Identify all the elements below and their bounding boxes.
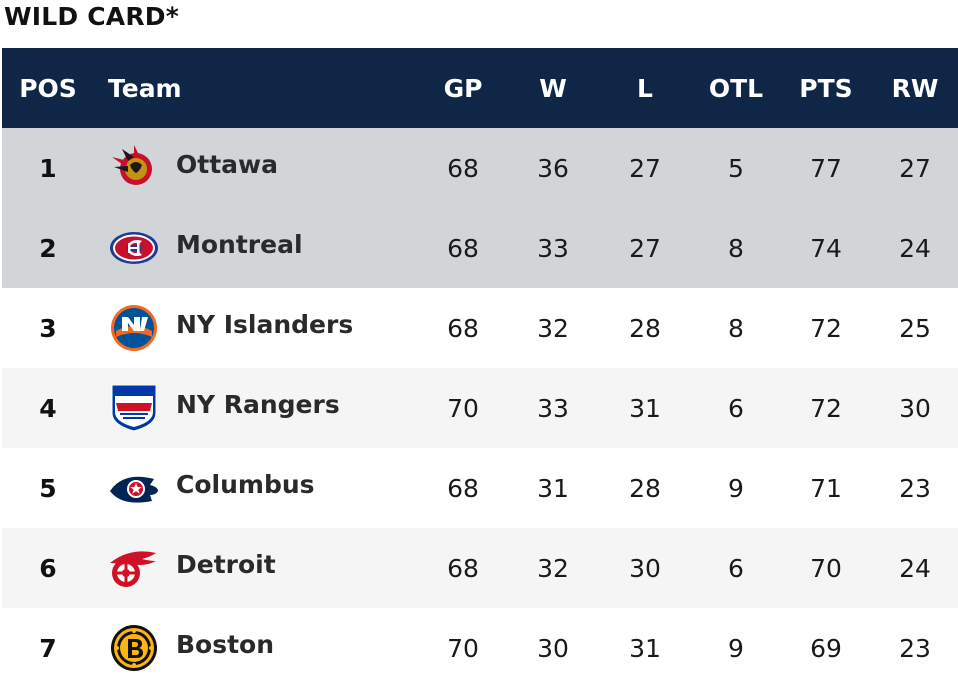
montreal-canadiens-logo-icon[interactable] (108, 221, 160, 273)
w-cell: 36 (537, 153, 569, 183)
position-cell: 6 (39, 553, 57, 583)
l-cell: 30 (629, 553, 661, 583)
otl-cell: 9 (728, 473, 744, 503)
rw-cell: 23 (899, 633, 931, 663)
w-cell: 33 (537, 233, 569, 263)
position-cell: 2 (39, 233, 57, 263)
rw-cell: 27 (899, 153, 931, 183)
column-header-rw[interactable]: RW (891, 73, 939, 103)
gp-cell: 68 (447, 473, 479, 503)
w-cell: 32 (537, 553, 569, 583)
w-cell: 31 (537, 473, 569, 503)
column-header-l[interactable]: L (637, 73, 653, 103)
gp-cell: 68 (447, 553, 479, 583)
team-cell: Ottawa (108, 128, 428, 208)
column-header-team[interactable]: Team (108, 73, 182, 103)
ottawa-senators-logo-icon[interactable] (108, 141, 160, 193)
position-cell: 4 (39, 393, 57, 423)
otl-cell: 9 (728, 633, 744, 663)
team-name-link[interactable]: NY Rangers (176, 389, 340, 419)
w-cell: 30 (537, 633, 569, 663)
column-header-gp[interactable]: GP (443, 73, 483, 103)
team-name-link[interactable]: Montreal (176, 229, 303, 259)
table-row: 6 Detroit 68 32 30 6 70 24 (2, 528, 958, 608)
w-cell: 32 (537, 313, 569, 343)
otl-cell: 5 (728, 153, 744, 183)
column-header-w[interactable]: W (539, 73, 567, 103)
ny-islanders-logo-icon[interactable] (108, 301, 160, 353)
table-row: 7 Boston (2, 608, 958, 688)
section-title: WILD CARD* (4, 2, 180, 31)
team-name-link[interactable]: Boston (176, 629, 275, 659)
l-cell: 28 (629, 473, 661, 503)
pts-cell: 72 (810, 313, 842, 343)
pts-cell: 74 (810, 233, 842, 263)
gp-cell: 68 (447, 153, 479, 183)
rw-cell: 23 (899, 473, 931, 503)
team-name-link[interactable]: Columbus (176, 469, 315, 499)
otl-cell: 6 (728, 553, 744, 583)
table-header: POS Team GP W L OTL PTS RW (2, 48, 958, 128)
pts-cell: 70 (810, 553, 842, 583)
otl-cell: 8 (728, 233, 744, 263)
otl-cell: 8 (728, 313, 744, 343)
table-row: 3 NY Islanders 68 32 28 8 72 25 (2, 288, 958, 368)
pts-cell: 71 (810, 473, 842, 503)
team-name-link[interactable]: NY Islanders (176, 309, 354, 339)
l-cell: 28 (629, 313, 661, 343)
column-header-pts[interactable]: PTS (799, 73, 853, 103)
ny-rangers-logo-icon[interactable] (108, 381, 160, 433)
pts-cell: 72 (810, 393, 842, 423)
rw-cell: 24 (899, 233, 931, 263)
position-cell: 7 (39, 633, 57, 663)
detroit-red-wings-logo-icon[interactable] (108, 541, 160, 593)
l-cell: 27 (629, 153, 661, 183)
gp-cell: 68 (447, 313, 479, 343)
gp-cell: 68 (447, 233, 479, 263)
rw-cell: 30 (899, 393, 931, 423)
l-cell: 31 (629, 633, 661, 663)
rw-cell: 25 (899, 313, 931, 343)
team-cell: Detroit (108, 528, 428, 608)
table-row: 2 Montreal 68 33 (2, 208, 958, 288)
team-cell: Columbus (108, 448, 428, 528)
pts-cell: 69 (810, 633, 842, 663)
l-cell: 31 (629, 393, 661, 423)
team-name-link[interactable]: Detroit (176, 549, 276, 579)
column-header-otl[interactable]: OTL (708, 73, 764, 103)
l-cell: 27 (629, 233, 661, 263)
gp-cell: 70 (447, 393, 479, 423)
otl-cell: 6 (728, 393, 744, 423)
table-row: 1 Ottawa 68 36 27 5 (2, 128, 958, 208)
w-cell: 33 (537, 393, 569, 423)
columbus-blue-jackets-logo-icon[interactable] (108, 461, 160, 513)
team-cell: NY Islanders (108, 288, 428, 368)
position-cell: 5 (39, 473, 57, 503)
table-row: 4 NY Rangers 70 33 31 6 72 (2, 368, 958, 448)
table-row: 5 Columbus 68 31 28 9 71 23 (2, 448, 958, 528)
team-name-link[interactable]: Ottawa (176, 149, 278, 179)
standings-table: POS Team GP W L OTL PTS RW 1 (2, 48, 958, 688)
team-cell: NY Rangers (108, 368, 428, 448)
column-header-pos[interactable]: POS (19, 73, 77, 103)
boston-bruins-logo-icon[interactable] (108, 621, 160, 673)
team-cell: Boston (108, 608, 428, 688)
team-cell: Montreal (108, 208, 428, 288)
gp-cell: 70 (447, 633, 479, 663)
position-cell: 1 (39, 153, 57, 183)
position-cell: 3 (39, 313, 57, 343)
pts-cell: 77 (810, 153, 842, 183)
rw-cell: 24 (899, 553, 931, 583)
